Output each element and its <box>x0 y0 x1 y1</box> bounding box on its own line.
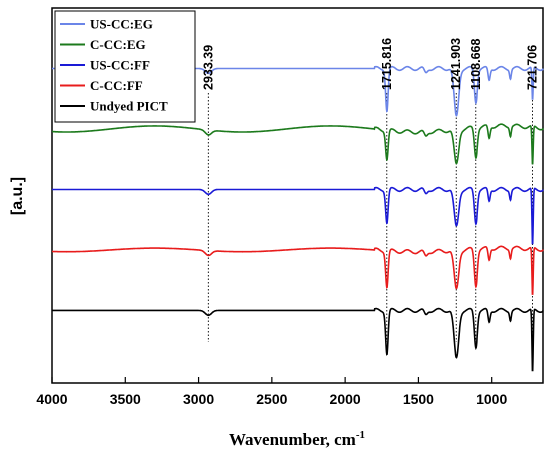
plot-frame <box>51 7 544 384</box>
peak-marker-lines <box>207 93 533 342</box>
x-tick-label: 2500 <box>256 391 287 407</box>
legend: US-CC:EG C-CC:EG US-CC:FF C-CC:FF Undyed PIC… <box>54 10 196 123</box>
peak-label: 2933.39 <box>201 45 215 90</box>
x-tick-label: 4000 <box>36 391 67 407</box>
peak-label: 721.706 <box>525 45 539 90</box>
peak-label: 1241.903 <box>449 38 463 90</box>
peak-labels: 2933.39 1715.816 1241.903 1108.668 721.706 <box>201 38 539 90</box>
legend-label: US-CC:EG <box>90 17 153 32</box>
x-tick-label: 3000 <box>183 391 214 407</box>
legend-label: C-CC:EG <box>90 37 146 52</box>
x-axis-label: Wavenumber, cm-1 <box>229 429 365 449</box>
series-line <box>52 307 544 372</box>
x-tick-label: 1500 <box>403 391 434 407</box>
legend-label: C-CC:FF <box>90 78 143 93</box>
series-line <box>52 186 544 245</box>
x-tick-label: 2000 <box>330 391 361 407</box>
x-axis-label-main: Wavenumber, cm <box>229 430 356 449</box>
y-axis-label: [a.u.] <box>9 177 26 215</box>
x-tick-label: 3500 <box>110 391 141 407</box>
series-line <box>52 245 544 295</box>
x-tick-label: 1000 <box>476 391 507 407</box>
x-axis-label-superscript: -1 <box>356 429 365 441</box>
series-line <box>52 123 544 165</box>
legend-label: US-CC:FF <box>90 58 150 73</box>
peak-label: 1715.816 <box>380 38 394 90</box>
peak-label: 1108.668 <box>469 39 483 90</box>
legend-box <box>54 10 196 123</box>
legend-label: Undyed PICT <box>90 99 168 114</box>
x-axis-ticks: 4000350030002500200015001000500 <box>36 377 507 407</box>
